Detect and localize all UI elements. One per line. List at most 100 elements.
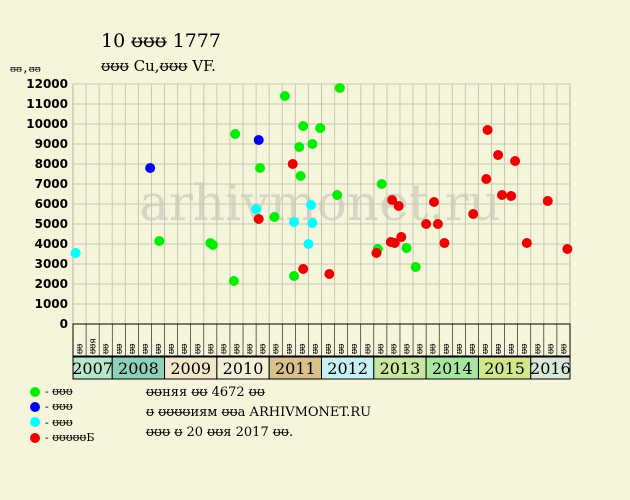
data-point <box>376 179 387 189</box>
green-dot-icon <box>30 386 40 397</box>
data-point <box>289 217 300 227</box>
data-point <box>303 239 314 249</box>
x-slot-label: ᵿᵿ <box>403 343 413 354</box>
data-point <box>493 150 504 160</box>
x-slot-label: ᵿᵿ <box>442 343 452 354</box>
data-point <box>251 204 262 214</box>
legend: - ᵿᵿᵿ - ᵿᵿᵿ - ᵿᵿᵿ - ᵿᵿᵿᵿᵿБ <box>30 384 94 445</box>
blue-dot-icon <box>30 401 40 412</box>
legend-item: - ᵿᵿᵿᵿᵿБ <box>30 430 94 445</box>
x-slot-label: ᵿᵿ <box>167 343 177 354</box>
data-point <box>401 243 412 253</box>
data-point <box>421 219 432 229</box>
x-slot-label: ᵿᵿя <box>89 338 99 354</box>
data-point <box>307 218 318 228</box>
year-label: 2007 <box>72 359 113 378</box>
x-slot-label: ᵿᵿ <box>455 343 465 354</box>
data-points <box>70 83 573 286</box>
red-dot-icon <box>30 432 40 443</box>
x-slot-label: ᵿᵿ <box>219 343 229 354</box>
x-slot-label: ᵿᵿ <box>429 343 439 354</box>
legend-item: - ᵿᵿᵿ <box>30 399 94 414</box>
x-slot-label: ᵿᵿ <box>494 343 504 354</box>
data-point <box>481 174 492 184</box>
data-point <box>510 156 521 166</box>
data-point <box>468 209 479 219</box>
legend-label: - ᵿᵿᵿ <box>45 385 73 398</box>
y-axis-unit: ᵿᵿ,ᵿᵿ <box>10 62 41 75</box>
data-point <box>334 83 345 93</box>
y-tick-label: 12000 <box>26 77 68 91</box>
x-slot-label: ᵿᵿ <box>115 343 125 354</box>
data-point <box>439 238 450 248</box>
x-axis: ᵿᵿ ᵿᵿя ᵿᵿ ᵿᵿ ᵿᵿ ᵿᵿ ᵿᵿ ᵿᵿ ᵿᵿ ᵿᵿ ᵿᵿ ᵿᵿ ᵿᵿ ᵿᵿ ᵿᵿ ᵿᵿ ᵿᵿ ᵿᵿ ᵿᵿ ᵿ… <box>72 323 571 357</box>
legend-label: - ᵿᵿᵿᵿᵿБ <box>45 430 95 444</box>
data-point <box>410 262 421 272</box>
data-point <box>295 171 306 181</box>
x-slot-label: ᵿᵿ <box>154 343 164 354</box>
data-point <box>506 191 517 201</box>
x-slot-label: ᵿᵿ <box>232 343 242 354</box>
y-tick-label: 11000 <box>26 97 68 111</box>
data-point <box>482 125 493 135</box>
chart-title: 10 ᵿᵿᵿ 1777 <box>101 30 221 52</box>
y-axis: 0 1000 2000 3000 4000 5000 6000 7000 8000 9000 100… <box>26 77 68 331</box>
year-label: 2013 <box>380 359 421 378</box>
year-label: 2010 <box>223 359 264 378</box>
year-band: 2007 2008 2009 2010 2011 2012 2013 2014 2015 2016 <box>72 356 571 380</box>
y-tick-label: 9000 <box>35 137 68 151</box>
year-label: 2012 <box>327 359 368 378</box>
legend-label: - ᵿᵿᵿ <box>45 415 73 429</box>
y-tick-label: 8000 <box>35 157 68 171</box>
data-point <box>228 276 239 286</box>
cyan-dot-icon <box>30 417 40 428</box>
data-point <box>279 91 290 101</box>
data-point <box>389 238 400 248</box>
data-point <box>298 121 309 131</box>
data-point <box>298 264 309 274</box>
data-point <box>207 240 218 250</box>
y-tick-label: 1000 <box>35 297 68 311</box>
data-point <box>396 232 407 242</box>
x-slot-label: ᵿᵿ <box>272 343 282 354</box>
x-slot-label: ᵿᵿ <box>533 343 543 354</box>
grid <box>72 83 571 325</box>
y-tick-label: 10000 <box>26 117 68 131</box>
data-point <box>521 238 532 248</box>
x-slot-label: ᵿᵿ <box>259 343 269 354</box>
x-slot-label: ᵿᵿ <box>389 343 399 354</box>
chart-notes: ᵿᵿняя ᵿᵿ 4672 ᵿᵿ ᵿ ᵿᵿᵿᵿиям ᵿᵿа ARHIVMONE… <box>146 383 371 443</box>
y-tick-label: 7000 <box>35 177 68 191</box>
x-slot-label: ᵿᵿ <box>337 343 347 354</box>
x-slot-label: ᵿᵿ <box>350 343 360 354</box>
x-slot-label: ᵿᵿ <box>363 343 373 354</box>
data-point <box>269 212 280 222</box>
data-point <box>496 190 507 200</box>
x-slot-label: ᵿᵿ <box>376 343 386 354</box>
x-slot-label: ᵿᵿ <box>311 343 321 354</box>
y-tick-label: 6000 <box>35 197 68 211</box>
x-slot-label: ᵿᵿ <box>206 343 216 354</box>
x-slot-label: ᵿᵿ <box>520 343 530 354</box>
x-slot-label: ᵿᵿ <box>324 343 334 354</box>
data-point <box>145 163 156 173</box>
chart-subtitle: ᵿᵿᵿ Cu,ᵿᵿᵿ VF. <box>101 57 216 75</box>
data-point <box>332 190 343 200</box>
watermark-text: arhivmonet.ru <box>139 174 501 232</box>
x-slot-label: ᵿᵿ <box>416 343 426 354</box>
data-point <box>315 123 326 133</box>
year-cell <box>530 356 571 380</box>
data-point <box>371 248 382 258</box>
y-tick-label: 0 <box>60 317 68 331</box>
legend-item: - ᵿᵿᵿ <box>30 415 94 430</box>
data-point <box>230 129 241 139</box>
x-slot-label: ᵿᵿ <box>546 343 556 354</box>
data-point <box>287 159 298 169</box>
data-point <box>154 236 165 246</box>
data-point <box>70 248 81 258</box>
year-label: 2008 <box>118 359 159 378</box>
x-slot-label: ᵿᵿ <box>128 343 138 354</box>
x-slot-label: ᵿᵿ <box>298 343 308 354</box>
year-label: 2015 <box>484 359 525 378</box>
